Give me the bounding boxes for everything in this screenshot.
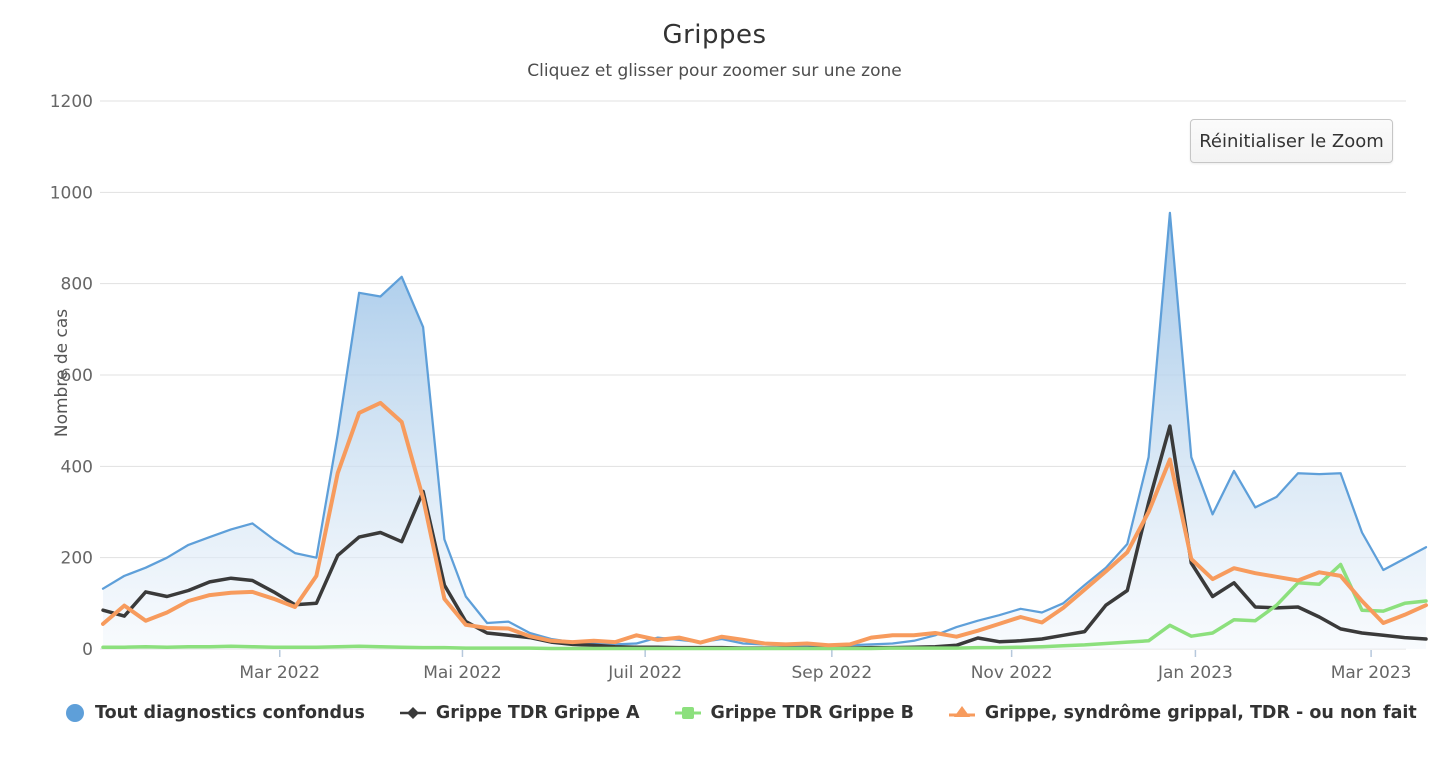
svg-text:1000: 1000 <box>50 183 93 203</box>
series-line-3 <box>101 400 1428 648</box>
chart-legend: Tout diagnostics confondus Grippe TDR Gri… <box>64 703 1417 723</box>
svg-text:Mar 2023: Mar 2023 <box>1331 663 1412 683</box>
svg-text:Jan 2023: Jan 2023 <box>1157 663 1233 683</box>
legend-label: Grippe TDR Grippe B <box>710 703 914 723</box>
svg-text:400: 400 <box>61 457 93 477</box>
svg-text:Sep 2022: Sep 2022 <box>791 663 872 683</box>
svg-text:800: 800 <box>61 275 93 295</box>
legend-item-3[interactable]: Grippe, syndrôme grippal, TDR - ou non f… <box>948 703 1417 723</box>
y-tick-labels: 0 200 400 600 800 1000 1200 <box>50 92 93 660</box>
chart-subtitle: Cliquez et glisser pour zoomer sur une z… <box>527 61 902 81</box>
legend-label: Tout diagnostics confondus <box>95 703 365 723</box>
legend-label: Grippe, syndrôme grippal, TDR - ou non f… <box>984 703 1417 723</box>
svg-text:0: 0 <box>82 640 93 660</box>
svg-text:Mar 2022: Mar 2022 <box>239 663 320 683</box>
legend-item-1[interactable]: Grippe TDR Grippe A <box>399 703 640 723</box>
x-tick-labels: Mar 2022 Mai 2022 Juil 2022 Sep 2022 Nov 202… <box>239 663 1411 683</box>
legend-item-0[interactable]: Tout diagnostics confondus <box>64 703 365 723</box>
x-tick-marks <box>279 650 1372 657</box>
svg-text:Mai 2022: Mai 2022 <box>423 663 501 683</box>
reset-zoom-button[interactable]: Réinitialiser le Zoom <box>1190 119 1393 163</box>
svg-text:Juil 2022: Juil 2022 <box>607 663 682 683</box>
chart-title: Grippes <box>662 20 767 50</box>
diamond-marker-icon <box>399 703 427 723</box>
svg-text:200: 200 <box>61 549 93 569</box>
circle-marker-icon <box>64 703 86 723</box>
triangle-marker-icon <box>948 703 976 723</box>
legend-item-2[interactable]: Grippe TDR Grippe B <box>674 703 914 723</box>
series-line-2 <box>101 562 1428 651</box>
svg-text:600: 600 <box>61 366 93 386</box>
square-marker-icon <box>674 703 702 723</box>
svg-text:Nov 2022: Nov 2022 <box>971 663 1053 683</box>
series-area-0 <box>103 212 1426 649</box>
legend-label: Grippe TDR Grippe A <box>435 703 640 723</box>
svg-text:1200: 1200 <box>50 92 93 112</box>
